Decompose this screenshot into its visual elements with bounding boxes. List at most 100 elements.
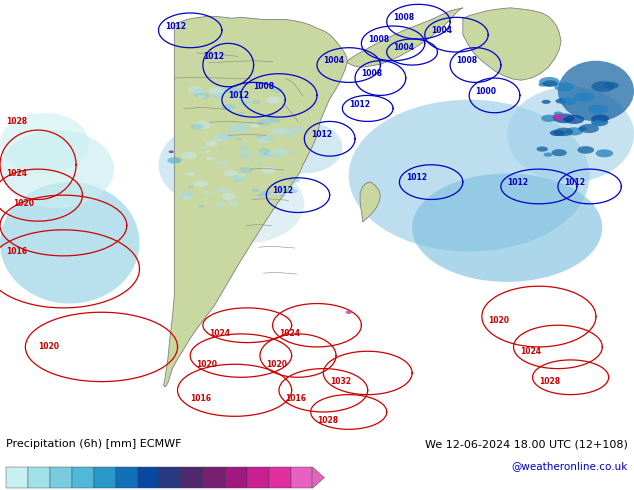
Ellipse shape: [195, 94, 203, 98]
Ellipse shape: [257, 119, 271, 126]
Ellipse shape: [188, 86, 202, 93]
Ellipse shape: [216, 90, 228, 95]
Text: 1008: 1008: [393, 13, 414, 22]
Ellipse shape: [179, 192, 193, 198]
Text: 1032: 1032: [330, 377, 351, 386]
Text: 1012: 1012: [564, 178, 585, 187]
Text: 1004: 1004: [431, 26, 452, 35]
Ellipse shape: [280, 194, 285, 196]
Text: 1020: 1020: [13, 199, 34, 208]
Ellipse shape: [564, 115, 585, 124]
Ellipse shape: [236, 174, 245, 178]
Ellipse shape: [206, 141, 218, 147]
Ellipse shape: [0, 113, 89, 173]
Ellipse shape: [268, 113, 275, 116]
Ellipse shape: [217, 188, 230, 194]
Text: 1020: 1020: [488, 317, 509, 325]
Ellipse shape: [266, 97, 282, 103]
Ellipse shape: [188, 186, 193, 188]
Ellipse shape: [224, 170, 237, 176]
Ellipse shape: [221, 104, 236, 111]
Ellipse shape: [226, 87, 242, 95]
Ellipse shape: [592, 81, 615, 92]
Bar: [290, 467, 313, 489]
Ellipse shape: [280, 188, 287, 191]
Bar: [203, 467, 225, 489]
Text: 1016: 1016: [285, 394, 306, 403]
Ellipse shape: [209, 87, 223, 94]
Bar: [181, 467, 203, 489]
Ellipse shape: [555, 98, 566, 103]
Text: 1028: 1028: [6, 117, 27, 126]
Text: 1020: 1020: [266, 360, 287, 369]
Ellipse shape: [239, 112, 245, 115]
Ellipse shape: [0, 130, 114, 208]
Ellipse shape: [167, 157, 181, 164]
Ellipse shape: [538, 82, 547, 87]
Ellipse shape: [276, 128, 290, 135]
Bar: [6, 467, 28, 489]
Ellipse shape: [169, 150, 174, 153]
Ellipse shape: [264, 152, 272, 156]
Text: 1012: 1012: [507, 178, 528, 187]
Text: 1008: 1008: [368, 34, 389, 44]
Ellipse shape: [158, 122, 285, 208]
Ellipse shape: [588, 104, 608, 114]
Ellipse shape: [198, 93, 210, 98]
Ellipse shape: [236, 146, 249, 151]
Ellipse shape: [231, 175, 245, 181]
Ellipse shape: [595, 149, 613, 157]
Ellipse shape: [257, 138, 270, 144]
Ellipse shape: [266, 122, 342, 173]
Ellipse shape: [270, 128, 282, 134]
Ellipse shape: [267, 117, 273, 120]
Polygon shape: [463, 8, 561, 80]
Ellipse shape: [0, 182, 139, 304]
Bar: [50, 467, 72, 489]
Ellipse shape: [212, 93, 224, 98]
Text: 1016: 1016: [190, 394, 211, 403]
Ellipse shape: [222, 194, 236, 200]
Ellipse shape: [560, 98, 576, 105]
Ellipse shape: [257, 136, 262, 139]
Ellipse shape: [235, 179, 240, 182]
Text: 1024: 1024: [279, 329, 300, 339]
Ellipse shape: [591, 115, 609, 122]
Text: 1000: 1000: [476, 87, 496, 96]
Ellipse shape: [190, 123, 204, 129]
Ellipse shape: [239, 151, 254, 158]
Ellipse shape: [216, 188, 221, 191]
Ellipse shape: [261, 167, 276, 173]
Ellipse shape: [257, 194, 264, 197]
Ellipse shape: [553, 114, 574, 123]
Ellipse shape: [211, 93, 218, 96]
Text: 1012: 1012: [165, 22, 186, 30]
Ellipse shape: [346, 311, 352, 314]
Text: 1028: 1028: [317, 416, 338, 425]
Polygon shape: [347, 8, 463, 67]
Ellipse shape: [198, 205, 204, 208]
Bar: [247, 467, 269, 489]
Ellipse shape: [203, 191, 210, 194]
Ellipse shape: [288, 177, 300, 183]
Text: 1012: 1012: [273, 186, 294, 196]
Ellipse shape: [257, 151, 272, 158]
Ellipse shape: [259, 148, 270, 154]
Ellipse shape: [591, 118, 609, 126]
Ellipse shape: [271, 152, 284, 158]
Text: 1028: 1028: [539, 377, 560, 386]
Text: 1024: 1024: [209, 329, 230, 339]
Ellipse shape: [592, 120, 605, 126]
Polygon shape: [164, 17, 347, 387]
Ellipse shape: [212, 93, 219, 96]
Polygon shape: [360, 182, 380, 222]
Bar: [159, 467, 181, 489]
Ellipse shape: [260, 191, 271, 196]
Ellipse shape: [191, 88, 205, 95]
Bar: [115, 467, 138, 489]
Ellipse shape: [539, 77, 560, 86]
Text: 1008: 1008: [254, 82, 275, 91]
Ellipse shape: [274, 191, 283, 195]
Ellipse shape: [550, 130, 564, 136]
Ellipse shape: [558, 61, 634, 122]
